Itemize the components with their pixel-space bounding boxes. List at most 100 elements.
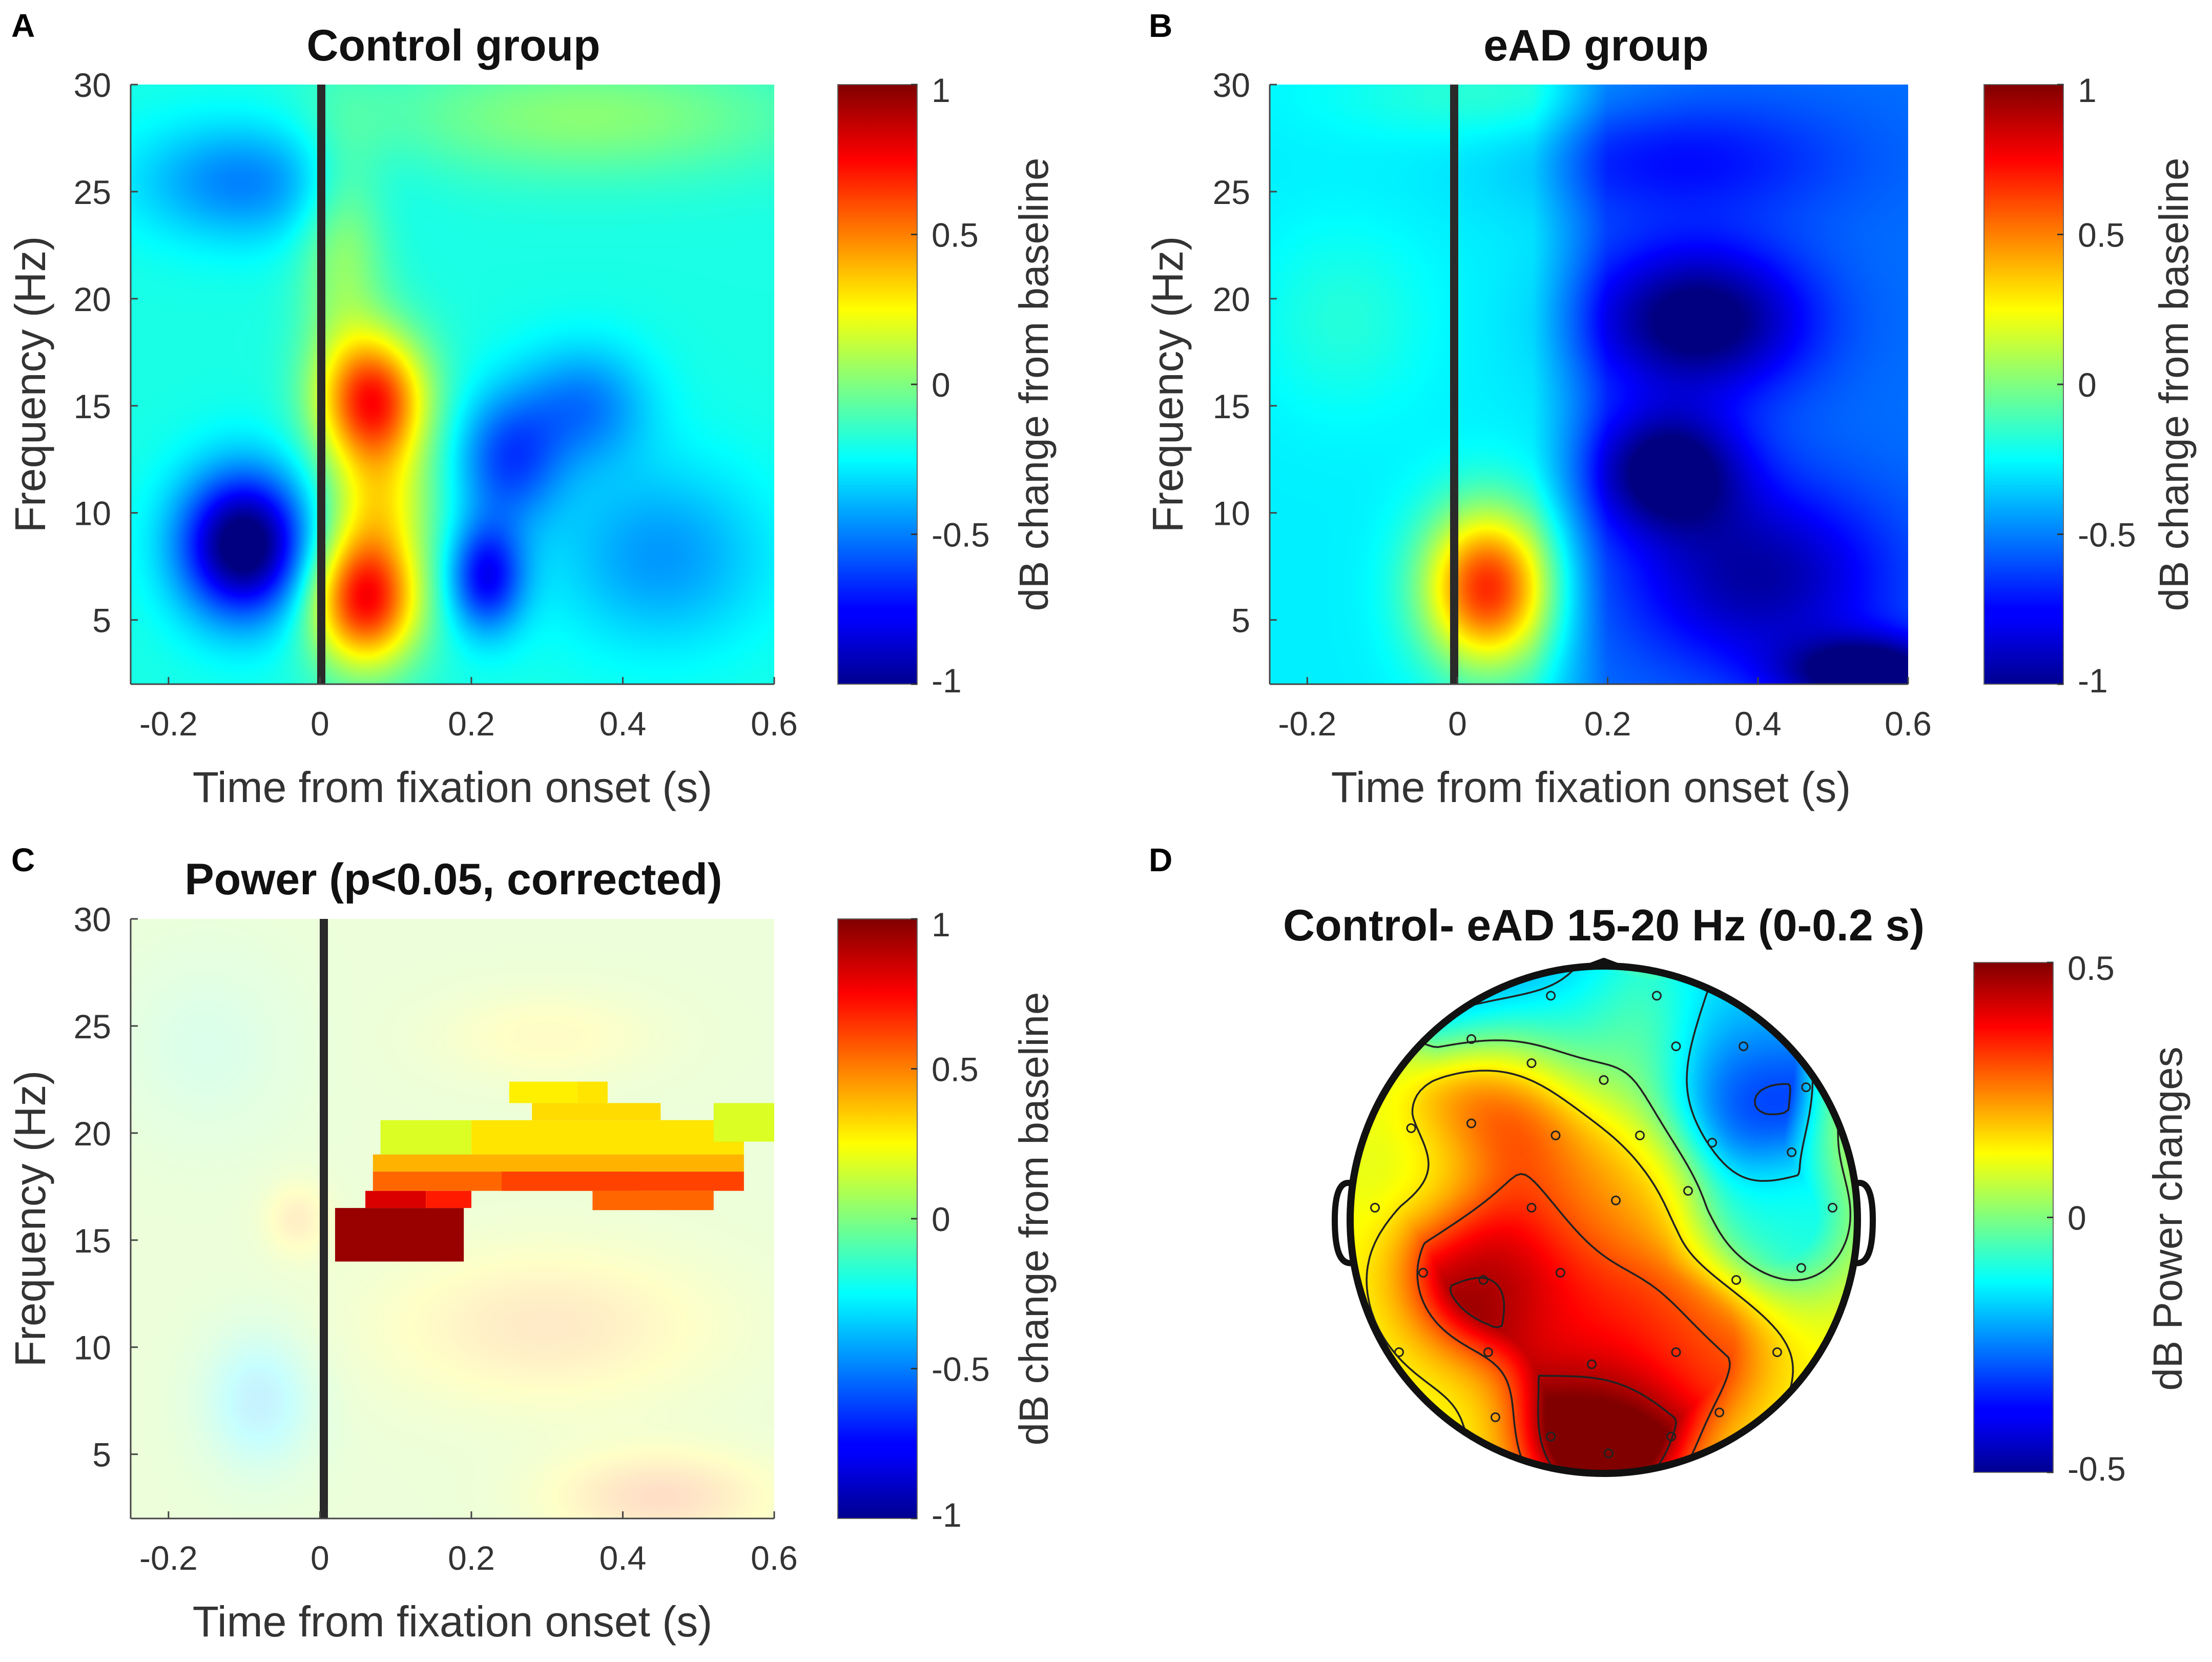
panel-b-xlabel: Time from fixation onset (s) — [1331, 763, 1851, 811]
panel-d-cbar-tick-label: 0 — [2068, 1199, 2086, 1237]
panel-a-colorbar-label: dB change from baseline — [1011, 158, 1057, 611]
panel-b-ylabel: Frequency (Hz) — [1144, 236, 1192, 533]
electrode — [1370, 1203, 1380, 1213]
electrode — [1483, 1347, 1493, 1357]
panel-d-colorbar — [1973, 962, 2054, 1473]
contour-line — [1754, 1083, 1791, 1116]
electrode — [1466, 1118, 1476, 1128]
panel-a-axes: -0.2 0 0.2 0.4 0.6 5 10 15 20 25 30 — [74, 66, 798, 743]
panel-c-colorbar-ticks: 1 0.5 0 -0.5 -1 — [911, 906, 990, 1534]
panel-c-cbar-tick-label: -0.5 — [932, 1350, 990, 1388]
electrode — [1683, 1186, 1693, 1196]
electrode — [1671, 1347, 1681, 1357]
panel-b-ytick-label: 30 — [1213, 66, 1250, 104]
contour-line — [1366, 1070, 1794, 1473]
panel-c-ytick-label: 10 — [74, 1329, 111, 1367]
panel-b-axes: -0.2 0 0.2 0.4 0.6 5 10 15 20 25 30 — [1213, 66, 1932, 743]
panel-d-colorbar-ticks: 0.5 0 -0.5 — [2047, 949, 2126, 1488]
panel-d: Control- eAD 15-20 Hz (0-0.2 s) 0.5 0 -0.5… — [1283, 901, 2190, 1488]
panel-a-xtick-label: 0.2 — [448, 705, 495, 743]
panel-a-ytick-label: 5 — [92, 602, 111, 640]
panel-c-xtick-label: 0.4 — [599, 1539, 647, 1577]
electrode — [1796, 1263, 1806, 1273]
panel-c-ytick-label: 5 — [92, 1436, 111, 1474]
panel-c-axes: -0.2 0 0.2 0.4 0.6 5 10 15 20 25 30 — [74, 900, 798, 1577]
panel-a-ytick-label: 30 — [74, 66, 111, 104]
panel-d-cbar-tick-label: 0.5 — [2068, 949, 2115, 987]
panel-b-cbar-tick-label: 0 — [2078, 366, 2097, 404]
electrode — [1801, 1082, 1811, 1092]
panel-d-colorbar-label: dB Power changes — [2145, 1047, 2190, 1391]
panel-a-xlabel: Time from fixation onset (s) — [193, 763, 712, 811]
electrode — [1394, 1347, 1404, 1357]
electrode — [1651, 991, 1662, 1001]
electrode — [1731, 1275, 1741, 1285]
panel-b-ytick-label: 5 — [1231, 602, 1250, 640]
significant-cell — [426, 1191, 471, 1208]
electrode — [1466, 1034, 1476, 1044]
electrode — [1526, 1058, 1537, 1068]
panel-c-ytick-label: 15 — [74, 1222, 111, 1260]
panel-a-xtick-label: 0 — [311, 705, 329, 743]
significant-cell — [335, 1208, 464, 1262]
panel-b-ytick-label: 20 — [1213, 280, 1250, 318]
panel-a-xtick-label: 0.6 — [751, 705, 798, 743]
panel-b-xtick-label: 0.4 — [1734, 705, 1782, 743]
panel-d-cbar-tick-label: -0.5 — [2068, 1450, 2126, 1488]
topoplot-contours — [1366, 966, 1852, 1473]
head-nose — [1567, 958, 1640, 984]
panel-c-colorbar-label: dB change from baseline — [1011, 992, 1057, 1446]
panel-c-xtick-label: 0 — [311, 1539, 329, 1577]
significant-cell — [509, 1081, 577, 1103]
panel-a-cbar-tick-label: -0.5 — [932, 516, 990, 554]
panel-b-cbar-tick-label: -0.5 — [2078, 516, 2136, 554]
panel-a-cbar-tick-label: 1 — [932, 71, 950, 109]
electrode — [1635, 1131, 1645, 1140]
panel-c-ytick-label: 30 — [74, 900, 111, 938]
panel-a-colorbar — [837, 84, 918, 685]
panel-letter-a: A — [11, 7, 35, 44]
panel-a-xtick-label: 0.4 — [599, 705, 647, 743]
panel-b-cbar-tick-label: 1 — [2078, 71, 2097, 109]
panel-b-xtick-label: 0.6 — [1885, 705, 1932, 743]
electrode — [1787, 1147, 1797, 1157]
electrode — [1603, 1448, 1614, 1459]
electrode — [1546, 991, 1556, 1001]
panel-b-xtick-label: 0 — [1448, 705, 1467, 743]
significant-cell — [365, 1191, 426, 1208]
panel-a-ytick-label: 15 — [74, 387, 111, 425]
panel-b-colorbar — [1983, 84, 2064, 685]
panel-a-ytick-label: 10 — [74, 495, 111, 532]
panel-b-colorbar-ticks: 1 0.5 0 -0.5 -1 — [2057, 71, 2136, 700]
electrode — [1739, 1041, 1749, 1052]
panel-a-heatmap — [131, 85, 774, 684]
electrode — [1707, 1138, 1717, 1148]
panel-c-xtick-label: 0.2 — [448, 1539, 495, 1577]
panel-b-title: eAD group — [1483, 21, 1709, 70]
electrode — [1611, 1195, 1621, 1205]
panel-b-ytick-label: 10 — [1213, 495, 1250, 532]
significant-cell — [532, 1103, 661, 1120]
panel-a: Control group -0.2 0 0.2 0.4 0.651015202530 … — [6, 21, 1057, 811]
panel-c: Power (p<0.05, corrected) -0.2 0 0.2 0.4 0.6… — [6, 855, 1057, 1646]
panel-letter-b: B — [1149, 7, 1172, 44]
panel-a-cbar-tick-label: 0 — [932, 366, 950, 404]
panel-a-ytick-label: 25 — [74, 173, 111, 211]
panel-a-colorbar-ticks: 1 0.5 0 -0.5 -1 — [911, 71, 990, 700]
electrode — [1671, 1041, 1681, 1052]
panel-a-title: Control group — [306, 21, 600, 70]
significant-cell — [373, 1154, 744, 1172]
panel-c-cbar-tick-label: 1 — [932, 906, 950, 943]
significant-cell — [713, 1103, 774, 1142]
significant-cell — [660, 1120, 714, 1142]
electrode — [1491, 1412, 1500, 1422]
panel-c-ytick-label: 25 — [74, 1008, 111, 1045]
panel-b-colorbar-label: dB change from baseline — [2151, 158, 2197, 611]
panel-c-title: Power (p<0.05, corrected) — [184, 855, 722, 904]
panel-b-xtick-label: 0.2 — [1584, 705, 1631, 743]
panel-a-ylabel: Frequency (Hz) — [6, 236, 54, 533]
electrode — [1599, 1075, 1609, 1085]
electrode — [1555, 1267, 1565, 1278]
electrode — [1772, 1347, 1782, 1357]
